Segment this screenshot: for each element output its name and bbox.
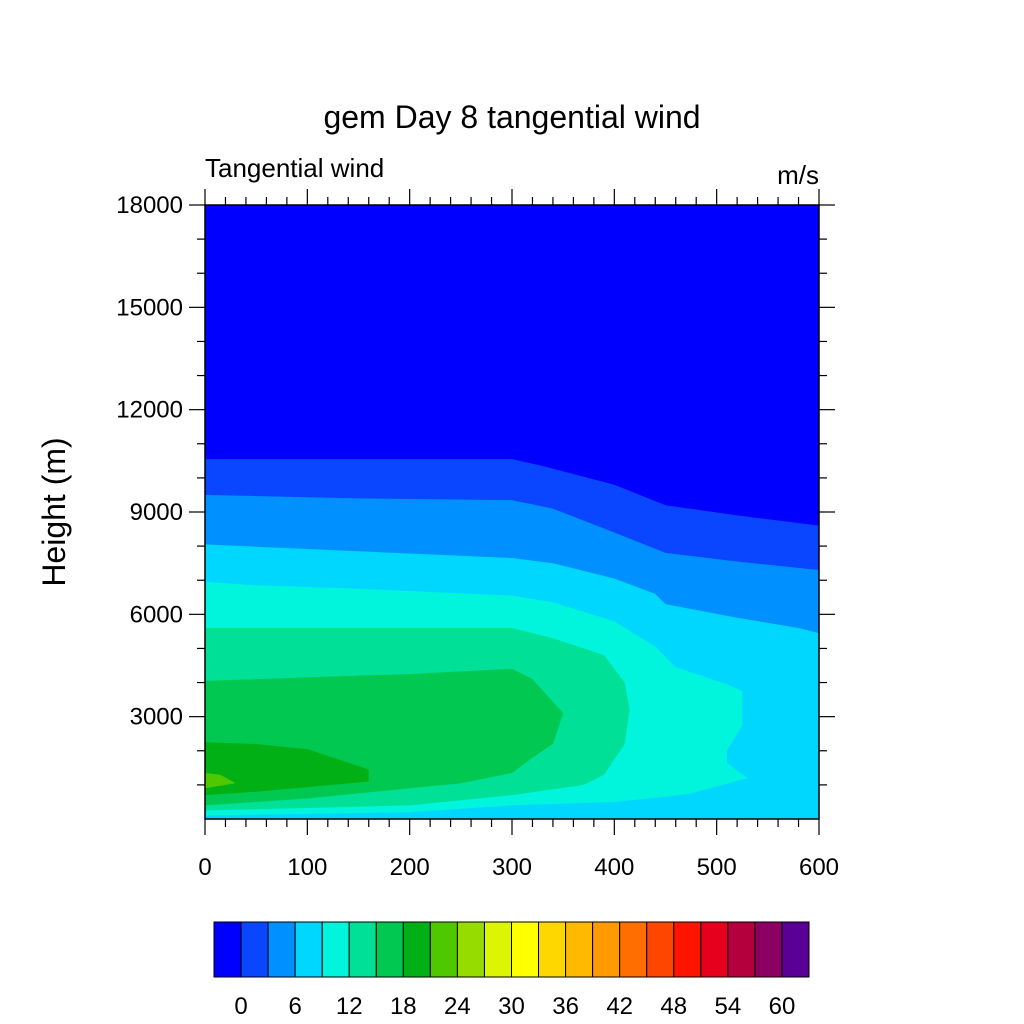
- colorbar-swatch: [781, 921, 810, 978]
- colorbar-label: 12: [336, 993, 363, 1020]
- y-tick-label: 6000: [130, 601, 183, 628]
- colorbar-swatch: [700, 921, 729, 978]
- colorbar-swatch: [646, 921, 675, 978]
- colorbar-swatch: [565, 921, 594, 978]
- colorbar-swatch: [267, 921, 296, 978]
- colorbar-swatch: [483, 921, 513, 978]
- x-tick-label: 400: [594, 854, 634, 881]
- y-tick-label: 15000: [116, 294, 183, 321]
- colorbar-label: 0: [234, 993, 247, 1020]
- colorbar-swatch: [592, 921, 621, 978]
- y-tick-label: 9000: [130, 499, 183, 526]
- colorbar-label: 30: [498, 993, 525, 1020]
- contour-band-21: [205, 773, 236, 789]
- y-axis: 3000 6000 9000 12000 15000 18000: [116, 192, 835, 786]
- colorbar-label: 60: [769, 993, 796, 1020]
- plot-area: [204, 204, 820, 820]
- colorbar-swatch: [538, 921, 567, 978]
- colorbar-label: 54: [715, 993, 742, 1020]
- x-tick-label: 200: [390, 854, 430, 881]
- colorbar-label: 36: [552, 993, 579, 1020]
- y-tick-label: 12000: [116, 397, 183, 424]
- colorbar-label: 48: [660, 993, 687, 1020]
- units-label: m/s: [777, 160, 819, 190]
- left-subtitle: Tangential wind: [205, 153, 384, 183]
- x-tick-label: 500: [697, 854, 737, 881]
- colorbar-label: 42: [606, 993, 633, 1020]
- colorbar-swatch: [321, 921, 350, 978]
- x-tick-label: 600: [799, 854, 839, 881]
- x-tick-label: 300: [492, 854, 532, 881]
- colorbar-swatch: [456, 921, 485, 978]
- y-tick-label: 18000: [116, 192, 183, 219]
- colorbar-swatch: [294, 921, 323, 978]
- contour-band-18: [205, 742, 369, 796]
- chart-title: gem Day 8 tangential wind: [323, 99, 700, 135]
- colorbar-swatch: [375, 921, 404, 978]
- colorbar-swatch: [727, 921, 756, 978]
- colorbar: 0 6 12 18 24 30 36 42 48 54 60: [213, 921, 810, 1020]
- colorbar-label: 6: [288, 993, 301, 1020]
- colorbar-swatch: [619, 921, 648, 978]
- colorbar-swatch: [511, 921, 540, 978]
- x-axis: 0 100 200 300 400 500 600: [198, 189, 839, 881]
- colorbar-swatch: [754, 921, 783, 978]
- x-tick-label: 100: [287, 854, 327, 881]
- colorbar-swatch: [429, 921, 458, 978]
- colorbar-swatch: [213, 921, 242, 978]
- colorbar-label: 18: [390, 993, 417, 1020]
- y-axis-label: Height (m): [36, 437, 72, 586]
- colorbar-swatch: [348, 921, 377, 978]
- y-tick-label: 3000: [130, 704, 183, 731]
- colorbar-swatch: [673, 921, 702, 978]
- x-tick-label: 0: [198, 854, 211, 881]
- colorbar-swatch: [402, 921, 431, 978]
- colorbar-swatch: [240, 921, 269, 978]
- colorbar-label: 24: [444, 993, 471, 1020]
